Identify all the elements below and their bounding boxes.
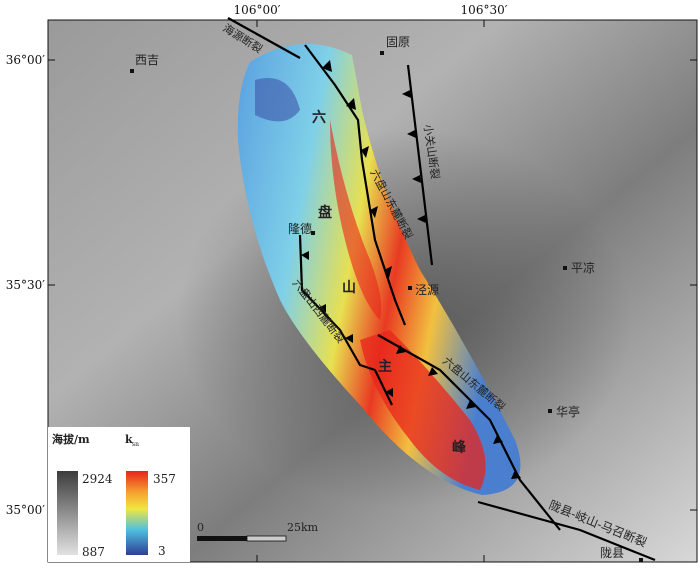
- tick-marks: [48, 20, 697, 562]
- legend-elevation-max: 2924: [82, 472, 113, 486]
- legend: 海拔/m 2924 887 k sn 357 3: [48, 427, 190, 562]
- range-label: 六 盘 山 主 峰: [312, 109, 467, 456]
- place-longxian: 陇县: [600, 545, 624, 560]
- ksn-high-zone: [360, 330, 486, 490]
- lon-tick-106-30: 106°30′: [461, 3, 508, 17]
- west-liupanshan-fault-line: [298, 234, 393, 406]
- faults: [227, 17, 656, 562]
- scale-bar: 0 25km: [197, 521, 319, 542]
- east-liupanshan-fault-north-line: [304, 44, 407, 326]
- town-markers: [130, 51, 643, 562]
- lon-tick-106-00: 106°00′: [234, 3, 281, 17]
- place-jingyuan: 泾源: [415, 283, 439, 297]
- place-huating: 华亭: [556, 404, 580, 419]
- lat-tick-35-00: 35°00′: [6, 503, 46, 517]
- place-xiji: 西吉: [135, 53, 159, 67]
- legend-ksn-min: 3: [158, 544, 166, 558]
- legend-elevation-min: 887: [82, 545, 105, 559]
- range-char-3: 山: [342, 280, 356, 296]
- map-frame: [47, 19, 698, 563]
- legend-ksn-subscript: sn: [132, 441, 139, 448]
- scale-start: 0: [197, 521, 204, 534]
- xiaoguanshan-fault-line: [406, 64, 434, 266]
- lat-tick-35-30: 35°30′: [6, 278, 46, 292]
- legend-ksn-max: 357: [153, 472, 176, 486]
- range-char-1: 六: [312, 109, 326, 126]
- legend-elevation-title: 海拔/m: [52, 432, 90, 446]
- scale-end: 25km: [287, 521, 319, 534]
- lat-tick-36-00: 36°00′: [6, 53, 46, 67]
- ksn-swath: [237, 44, 521, 495]
- place-longde: 隆德: [288, 221, 312, 236]
- place-pingliang: 平凉: [571, 260, 595, 275]
- longxian-qishan-fault-line: [477, 500, 656, 562]
- legend-ksn-title: k: [125, 433, 133, 446]
- range-char-5: 峰: [452, 439, 467, 456]
- elevation-colorbar: [57, 471, 78, 555]
- place-guyuan: 固原: [386, 35, 410, 49]
- ksn-low-zone: [255, 78, 300, 122]
- ksn-high-zone-north: [330, 120, 382, 320]
- east-liupanshan-fault-south-line: [377, 334, 561, 531]
- range-char-4: 主: [378, 358, 392, 375]
- haiyuan-fault-line: [227, 17, 301, 59]
- ksn-colorbar: [126, 471, 148, 555]
- range-char-2: 盘: [318, 204, 332, 221]
- thrust-teeth: [301, 60, 521, 479]
